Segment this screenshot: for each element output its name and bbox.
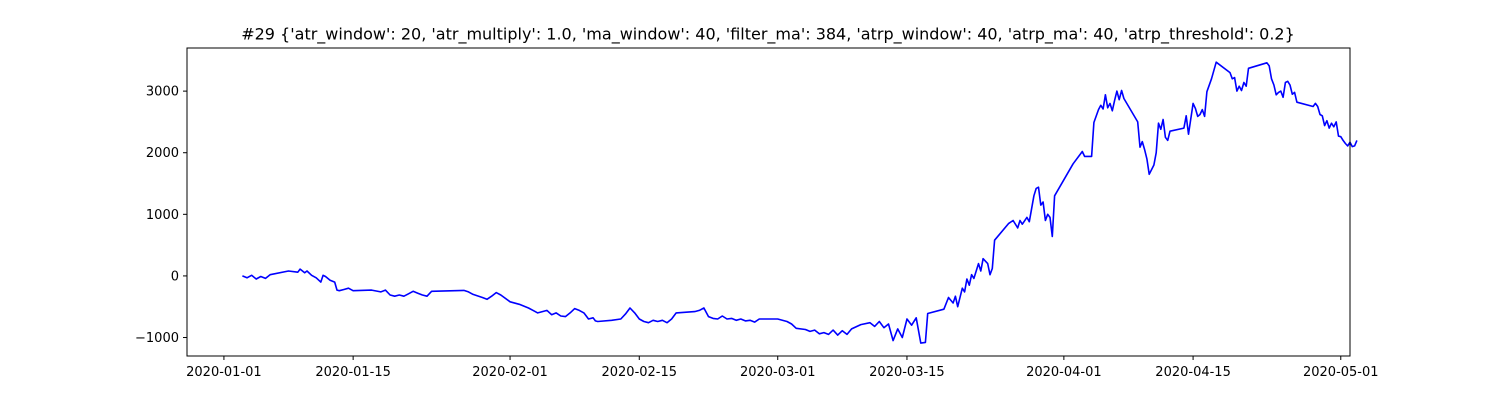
x-tick-label: 2020-02-01 bbox=[472, 365, 548, 380]
axes-frame bbox=[186, 47, 1351, 357]
y-tick-label: 1000 bbox=[146, 208, 179, 223]
x-tick-label: 2020-03-01 bbox=[740, 365, 816, 380]
x-tick-label: 2020-03-15 bbox=[869, 365, 945, 380]
x-tick-label: 2020-01-15 bbox=[315, 365, 391, 380]
y-tick-label: −1000 bbox=[135, 331, 179, 346]
series-line-0 bbox=[242, 61, 1358, 344]
plot-area: −1000 0 1000 2000 3000 2020-01-01 2020-01-15 20… bbox=[135, 47, 1379, 380]
x-tick-label: 2020-05-01 bbox=[1303, 365, 1379, 380]
x-tick-label: 2020-01-01 bbox=[186, 365, 262, 380]
y-tick-label: 0 bbox=[171, 269, 179, 284]
y-tick-label: 3000 bbox=[146, 85, 179, 100]
x-tick-label: 2020-04-01 bbox=[1026, 365, 1102, 380]
x-tick-label: 2020-02-15 bbox=[601, 365, 677, 380]
x-tick-label: 2020-04-15 bbox=[1155, 365, 1231, 380]
y-tick-label: 2000 bbox=[146, 146, 179, 161]
chart-title: #29 {'atr_window': 20, 'atr_multiply': 1… bbox=[241, 25, 1295, 45]
